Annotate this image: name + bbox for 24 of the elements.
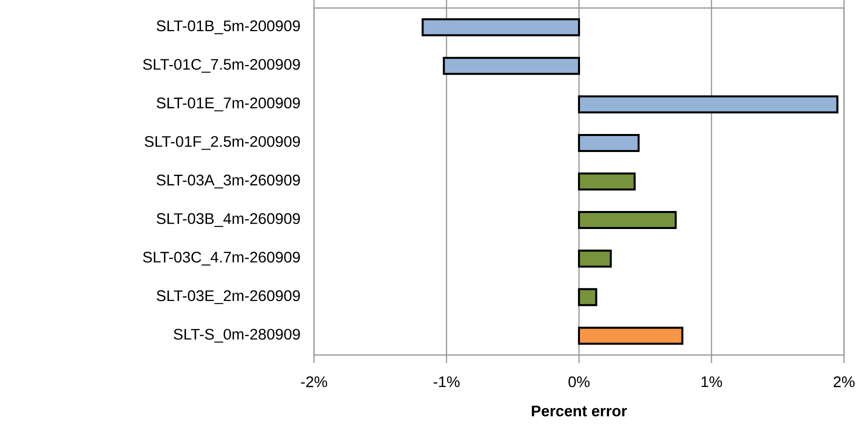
x-tick-label: -1% (434, 376, 460, 388)
bar (578, 211, 677, 230)
y-tick-label: SLT-03C_4.7m-260909 (143, 252, 300, 266)
bar (578, 326, 684, 345)
y-tick-label: SLT-03A_3m-260909 (156, 174, 300, 188)
x-tick-label: -2% (301, 376, 328, 388)
bar (578, 172, 636, 190)
bar (422, 18, 580, 36)
bar (578, 288, 598, 306)
y-tick-label: SLT-03E_2m-260909 (156, 290, 300, 304)
bar (578, 95, 838, 114)
x-tick-label: 0% (568, 376, 590, 388)
y-tick-label: SLT-01F_2.5m-200909 (144, 136, 300, 150)
y-tick-label: SLT-03B_4m-260909 (156, 213, 300, 227)
bar (578, 134, 640, 152)
bar (578, 250, 612, 268)
bar (442, 56, 580, 75)
y-tick-label: SLT-S_0m-280909 (174, 328, 300, 343)
x-axis-title: Percent error (532, 406, 627, 416)
y-tick-label: SLT-01C_7.5m-200909 (143, 58, 300, 73)
x-tick-label: 1% (702, 376, 722, 388)
y-tick-label: SLT-01E_7m-200909 (156, 98, 300, 112)
y-tick-label: SLT-01B_5m-200909 (156, 20, 300, 34)
x-tick-label: 2% (834, 376, 855, 388)
